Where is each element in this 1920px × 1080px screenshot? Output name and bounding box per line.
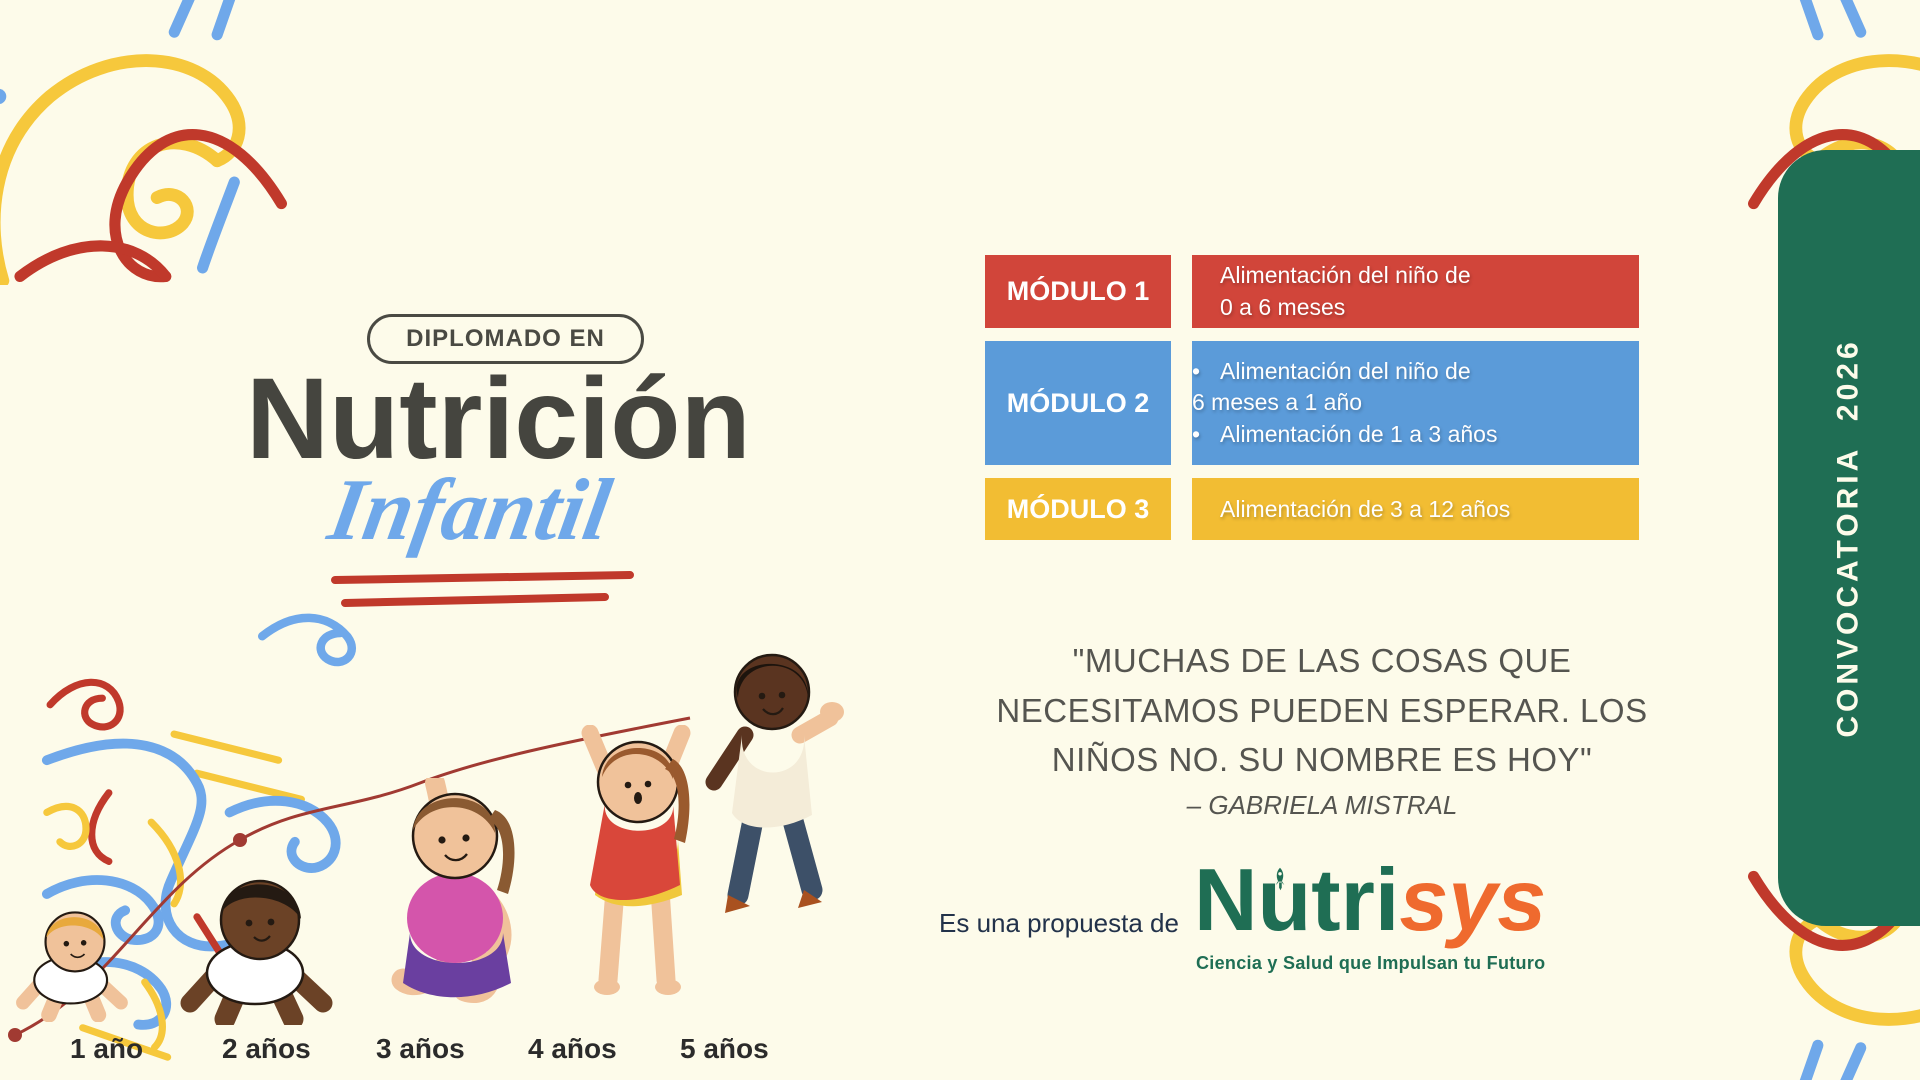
svg-text:Nutrisys: Nutrisys xyxy=(1194,858,1546,949)
